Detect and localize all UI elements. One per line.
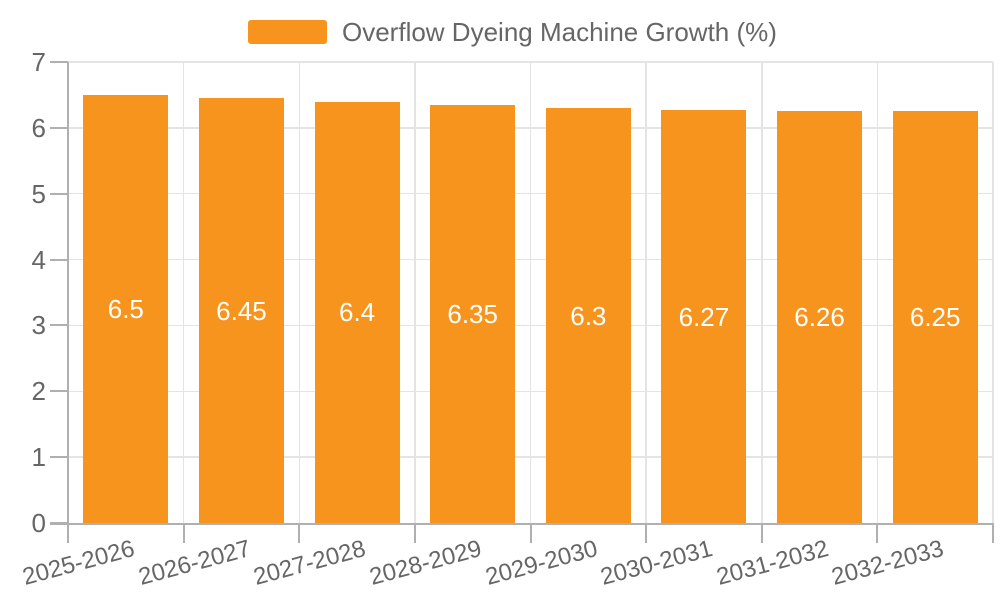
- x-gridline: [529, 62, 532, 523]
- bar[interactable]: [777, 110, 863, 523]
- bar-value-label: 6.26: [794, 301, 845, 332]
- y-axis-tick: [50, 456, 68, 459]
- x-gridline: [298, 62, 300, 523]
- y-axis-tick: [50, 390, 68, 393]
- x-gridline: [876, 62, 879, 523]
- x-tick-label: 2032-2033: [829, 535, 947, 591]
- x-axis-tick: [182, 523, 185, 543]
- x-gridline: [992, 62, 994, 523]
- x-gridline: [761, 62, 763, 523]
- x-axis-tick: [645, 523, 648, 543]
- x-tick-label: 2026-2027: [135, 535, 254, 591]
- y-axis-line: [67, 62, 69, 523]
- x-tick-label: 2031-2032: [713, 535, 832, 591]
- y-tick-label: 4: [31, 244, 46, 275]
- x-tick-label: 2028-2029: [366, 535, 485, 591]
- x-gridline: [645, 62, 647, 523]
- bar-value-label: 6.45: [216, 295, 267, 326]
- y-tick-label: 1: [31, 442, 46, 473]
- x-axis-tick: [413, 523, 416, 543]
- bar[interactable]: [661, 110, 747, 523]
- y-axis-tick: [50, 324, 68, 327]
- x-axis-tick: [529, 523, 532, 543]
- bar[interactable]: [198, 98, 284, 523]
- bar[interactable]: [314, 101, 400, 523]
- y-tick-label: 3: [31, 310, 46, 341]
- bar-value-label: 6.35: [447, 298, 498, 329]
- y-axis-tick: [50, 192, 68, 195]
- x-axis-tick: [760, 523, 763, 543]
- x-tick-label: 2029-2030: [482, 535, 601, 591]
- x-tick-label: 2030-2031: [597, 535, 716, 591]
- y-tick-label: 6: [31, 112, 46, 143]
- y-axis-tick: [50, 61, 68, 63]
- bar-value-label: 6.4: [338, 297, 376, 328]
- bar-value-label: 6.3: [570, 300, 607, 331]
- x-axis-tick: [992, 523, 994, 543]
- x-axis-tick: [67, 523, 69, 543]
- x-gridline: [182, 62, 185, 523]
- bar[interactable]: [545, 108, 631, 523]
- x-axis-tick: [298, 523, 301, 543]
- y-axis-tick: [50, 258, 68, 261]
- x-axis-line: [50, 523, 993, 525]
- x-gridline: [414, 62, 416, 523]
- x-tick-label: 2025-2026: [19, 535, 138, 591]
- y-tick-label: 7: [31, 47, 46, 77]
- x-tick-label: 2027-2028: [250, 535, 369, 591]
- y-tick-label: 2: [31, 376, 46, 407]
- bar[interactable]: [430, 104, 516, 523]
- bar[interactable]: [83, 94, 169, 523]
- bar-value-label: 6.5: [107, 293, 144, 324]
- bar[interactable]: [892, 111, 978, 523]
- bar-value-label: 6.27: [678, 301, 730, 332]
- y-tick-label: 0: [31, 508, 46, 538]
- legend-swatch-icon: [248, 20, 327, 44]
- legend-item[interactable]: Overflow Dyeing Machine Growth (%): [248, 14, 777, 50]
- bar-value-label: 6.25: [909, 302, 961, 333]
- y-tick-label: 5: [31, 178, 46, 209]
- x-axis-tick: [876, 523, 879, 543]
- legend-label: Overflow Dyeing Machine Growth (%): [342, 16, 777, 47]
- y-axis-tick: [50, 126, 68, 129]
